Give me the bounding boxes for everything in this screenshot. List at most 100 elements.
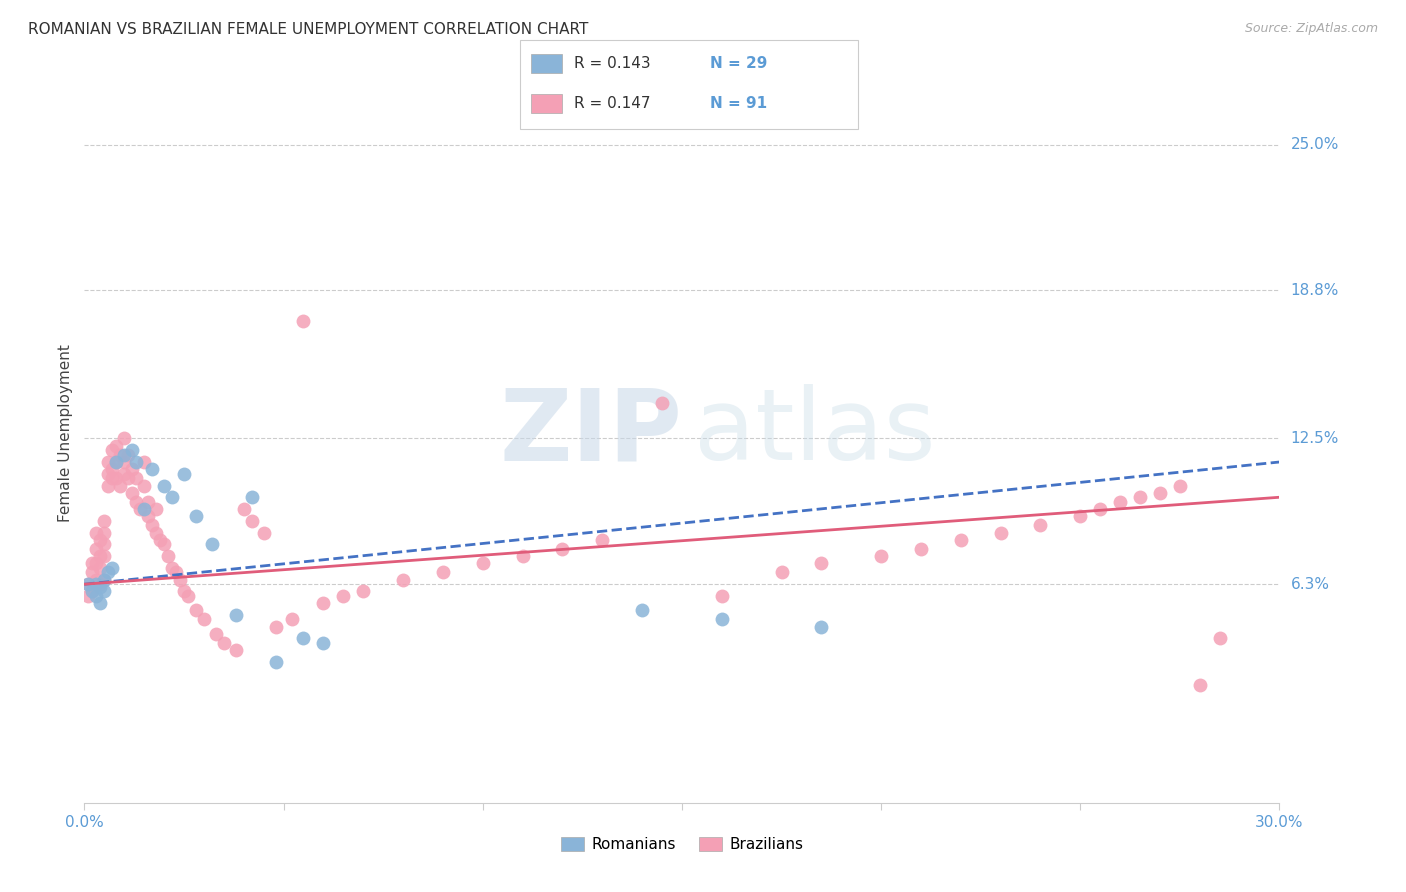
Point <box>82 584 104 599</box>
Point <box>112 455 135 469</box>
Point <box>97 455 120 469</box>
Point <box>93 537 115 551</box>
Point <box>117 471 139 485</box>
Point <box>141 462 163 476</box>
Point <box>77 577 100 591</box>
Point <box>651 396 673 410</box>
Point <box>264 619 287 633</box>
Point <box>312 596 335 610</box>
Point <box>232 502 254 516</box>
Point <box>264 655 287 669</box>
Point <box>89 577 111 591</box>
Point <box>97 566 120 580</box>
Point <box>471 556 494 570</box>
Point <box>512 549 534 563</box>
Point <box>332 589 354 603</box>
Point <box>1149 485 1171 500</box>
Point <box>292 632 315 646</box>
Point <box>591 533 613 547</box>
Point <box>101 462 124 476</box>
Point <box>93 525 115 540</box>
Point <box>77 577 100 591</box>
Point <box>97 478 120 492</box>
Point <box>97 467 120 481</box>
Text: N = 29: N = 29 <box>710 56 768 70</box>
Point <box>205 626 228 640</box>
Point <box>105 438 128 452</box>
Point <box>86 577 108 591</box>
Text: 6.3%: 6.3% <box>1291 577 1330 591</box>
Point <box>129 502 152 516</box>
Text: 25.0%: 25.0% <box>1291 137 1339 153</box>
Point <box>89 549 111 563</box>
Point <box>112 432 135 446</box>
Point <box>93 584 115 599</box>
Text: Source: ZipAtlas.com: Source: ZipAtlas.com <box>1244 22 1378 36</box>
Point <box>949 533 972 547</box>
Text: 12.5%: 12.5% <box>1291 431 1339 446</box>
Point <box>86 573 108 587</box>
Point <box>82 584 104 599</box>
Text: ROMANIAN VS BRAZILIAN FEMALE UNEMPLOYMENT CORRELATION CHART: ROMANIAN VS BRAZILIAN FEMALE UNEMPLOYMEN… <box>28 22 589 37</box>
Point <box>710 612 733 626</box>
Point <box>1209 632 1232 646</box>
Point <box>631 603 654 617</box>
Point <box>101 561 124 575</box>
Point <box>169 573 191 587</box>
Point <box>160 561 183 575</box>
Point <box>82 566 104 580</box>
Point <box>173 467 195 481</box>
Point <box>145 525 167 540</box>
Point <box>121 443 143 458</box>
Point <box>101 443 124 458</box>
Point <box>86 589 108 603</box>
Text: 18.8%: 18.8% <box>1291 283 1339 298</box>
Point <box>110 478 132 492</box>
Point <box>136 495 159 509</box>
Point <box>910 541 932 556</box>
Point <box>93 573 115 587</box>
Point <box>1188 678 1211 692</box>
Point <box>89 596 111 610</box>
Point <box>1069 509 1091 524</box>
Point <box>125 455 148 469</box>
Point <box>153 478 176 492</box>
Point <box>160 490 183 504</box>
Point <box>280 612 302 626</box>
Point <box>105 471 128 485</box>
Point <box>86 541 108 556</box>
Point <box>93 514 115 528</box>
Point <box>82 556 104 570</box>
Point <box>184 603 207 617</box>
Point <box>89 533 111 547</box>
Point <box>112 448 135 462</box>
Point <box>292 314 315 328</box>
Text: R = 0.147: R = 0.147 <box>574 96 650 111</box>
Point <box>121 462 143 476</box>
Point <box>93 573 115 587</box>
Point <box>810 619 832 633</box>
Point <box>225 643 247 657</box>
Point <box>312 636 335 650</box>
Point <box>132 455 156 469</box>
Point <box>125 471 148 485</box>
Point <box>153 537 176 551</box>
Point <box>810 556 832 570</box>
Point <box>105 455 128 469</box>
Point <box>770 566 793 580</box>
Point <box>870 549 893 563</box>
Text: R = 0.143: R = 0.143 <box>574 56 650 70</box>
Legend: Romanians, Brazilians: Romanians, Brazilians <box>554 830 810 858</box>
Point <box>240 514 263 528</box>
Point <box>136 509 159 524</box>
Point <box>132 502 156 516</box>
Point <box>132 478 156 492</box>
Point <box>145 502 167 516</box>
Point <box>121 485 143 500</box>
Point <box>112 467 135 481</box>
Point <box>157 549 180 563</box>
Point <box>110 448 132 462</box>
Point <box>193 612 215 626</box>
Point <box>352 584 374 599</box>
Point <box>1029 518 1052 533</box>
